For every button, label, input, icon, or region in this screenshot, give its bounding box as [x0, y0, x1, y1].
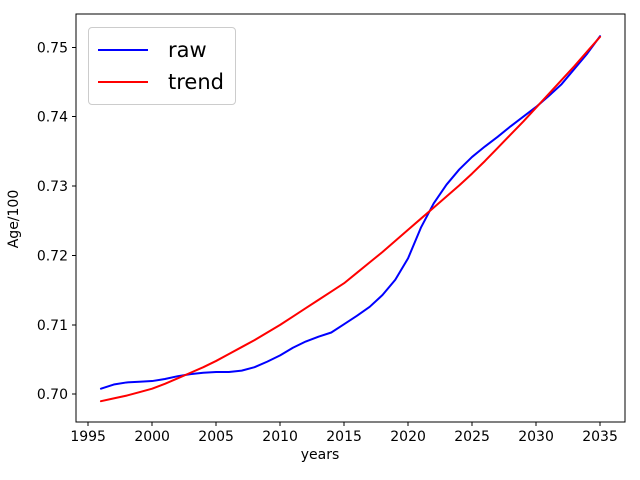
x-tick-label: 2015 [326, 429, 362, 445]
x-tick-label: 2025 [454, 429, 490, 445]
y-tick-label: 0.70 [37, 387, 68, 403]
legend: raw trend [88, 27, 236, 105]
x-tick-label: 2005 [198, 429, 234, 445]
y-tick-label: 0.75 [37, 40, 68, 56]
x-tick-label: 2030 [518, 429, 554, 445]
y-tick-label: 0.73 [37, 179, 68, 195]
trend-series-line [99, 35, 602, 403]
legend-entry-trend: trend [98, 66, 226, 98]
x-axis-label: years [300, 447, 340, 463]
x-tick-label: 1995 [70, 429, 106, 445]
legend-label-trend: trend [168, 69, 224, 94]
x-tick-label: 2000 [134, 429, 170, 445]
x-tick-label: 2035 [582, 429, 618, 445]
legend-label-raw: raw [168, 37, 207, 62]
x-tick-label: 2010 [262, 429, 298, 445]
raw-line-swatch [98, 49, 148, 51]
legend-entry-raw: raw [98, 34, 226, 66]
plot-border [75, 13, 626, 423]
y-tick-label: 0.74 [37, 110, 68, 126]
y-axis-label: Age/100 [6, 189, 22, 249]
y-tick-label: 0.72 [37, 248, 68, 264]
trend-line-swatch [98, 81, 148, 83]
x-tick-label: 2020 [390, 429, 426, 445]
y-tick-label: 0.71 [37, 318, 68, 334]
